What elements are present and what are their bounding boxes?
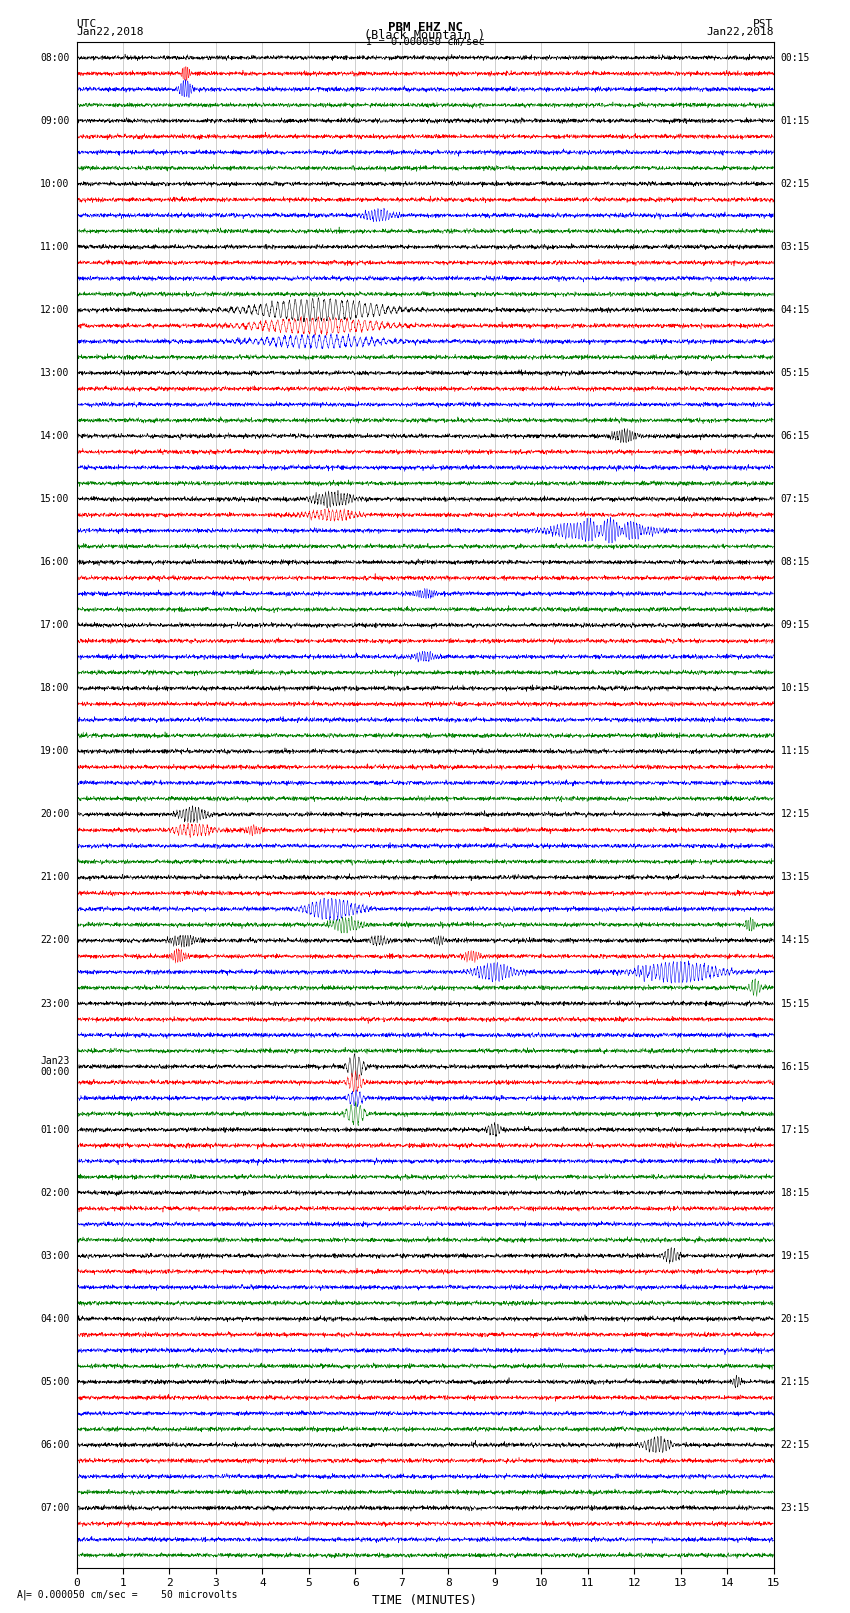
Text: 10:00: 10:00 bbox=[40, 179, 70, 189]
Text: (Black Mountain ): (Black Mountain ) bbox=[365, 29, 485, 42]
Text: 04:15: 04:15 bbox=[780, 305, 810, 315]
Text: 07:15: 07:15 bbox=[780, 494, 810, 505]
Text: 19:00: 19:00 bbox=[40, 747, 70, 756]
Text: 05:00: 05:00 bbox=[40, 1378, 70, 1387]
Text: = 0.000050 cm/sec =    50 microvolts: = 0.000050 cm/sec = 50 microvolts bbox=[26, 1590, 237, 1600]
Text: 20:15: 20:15 bbox=[780, 1313, 810, 1324]
Text: 06:00: 06:00 bbox=[40, 1440, 70, 1450]
Text: 22:00: 22:00 bbox=[40, 936, 70, 945]
Text: 09:15: 09:15 bbox=[780, 619, 810, 631]
Text: 23:15: 23:15 bbox=[780, 1503, 810, 1513]
Text: 20:00: 20:00 bbox=[40, 810, 70, 819]
Text: 21:00: 21:00 bbox=[40, 873, 70, 882]
Text: 14:00: 14:00 bbox=[40, 431, 70, 440]
Text: 14:15: 14:15 bbox=[780, 936, 810, 945]
Text: 00:15: 00:15 bbox=[780, 53, 810, 63]
Text: 07:00: 07:00 bbox=[40, 1503, 70, 1513]
Text: 12:00: 12:00 bbox=[40, 305, 70, 315]
Text: A|: A| bbox=[17, 1589, 29, 1600]
Text: Jan23
00:00: Jan23 00:00 bbox=[40, 1057, 70, 1077]
Text: Jan22,2018: Jan22,2018 bbox=[76, 27, 144, 37]
Text: 13:00: 13:00 bbox=[40, 368, 70, 377]
Text: I = 0.000050 cm/sec: I = 0.000050 cm/sec bbox=[366, 37, 484, 47]
Text: PST: PST bbox=[753, 19, 774, 29]
Text: 12:15: 12:15 bbox=[780, 810, 810, 819]
Text: 16:00: 16:00 bbox=[40, 556, 70, 568]
Text: 19:15: 19:15 bbox=[780, 1250, 810, 1261]
Text: 01:00: 01:00 bbox=[40, 1124, 70, 1134]
Text: 09:00: 09:00 bbox=[40, 116, 70, 126]
Text: 08:00: 08:00 bbox=[40, 53, 70, 63]
Text: 05:15: 05:15 bbox=[780, 368, 810, 377]
Text: UTC: UTC bbox=[76, 19, 97, 29]
Text: 04:00: 04:00 bbox=[40, 1313, 70, 1324]
Text: 15:15: 15:15 bbox=[780, 998, 810, 1008]
Text: 03:15: 03:15 bbox=[780, 242, 810, 252]
Text: 03:00: 03:00 bbox=[40, 1250, 70, 1261]
X-axis label: TIME (MINUTES): TIME (MINUTES) bbox=[372, 1594, 478, 1607]
Text: 01:15: 01:15 bbox=[780, 116, 810, 126]
Text: 08:15: 08:15 bbox=[780, 556, 810, 568]
Text: 11:00: 11:00 bbox=[40, 242, 70, 252]
Text: Jan22,2018: Jan22,2018 bbox=[706, 27, 774, 37]
Text: 22:15: 22:15 bbox=[780, 1440, 810, 1450]
Text: 21:15: 21:15 bbox=[780, 1378, 810, 1387]
Text: 18:15: 18:15 bbox=[780, 1187, 810, 1198]
Text: 18:00: 18:00 bbox=[40, 684, 70, 694]
Text: 11:15: 11:15 bbox=[780, 747, 810, 756]
Text: 16:15: 16:15 bbox=[780, 1061, 810, 1071]
Text: 02:00: 02:00 bbox=[40, 1187, 70, 1198]
Text: 02:15: 02:15 bbox=[780, 179, 810, 189]
Text: 13:15: 13:15 bbox=[780, 873, 810, 882]
Text: 17:00: 17:00 bbox=[40, 619, 70, 631]
Text: 15:00: 15:00 bbox=[40, 494, 70, 505]
Text: PBM EHZ NC: PBM EHZ NC bbox=[388, 21, 462, 34]
Text: 10:15: 10:15 bbox=[780, 684, 810, 694]
Text: 06:15: 06:15 bbox=[780, 431, 810, 440]
Text: 17:15: 17:15 bbox=[780, 1124, 810, 1134]
Text: 23:00: 23:00 bbox=[40, 998, 70, 1008]
